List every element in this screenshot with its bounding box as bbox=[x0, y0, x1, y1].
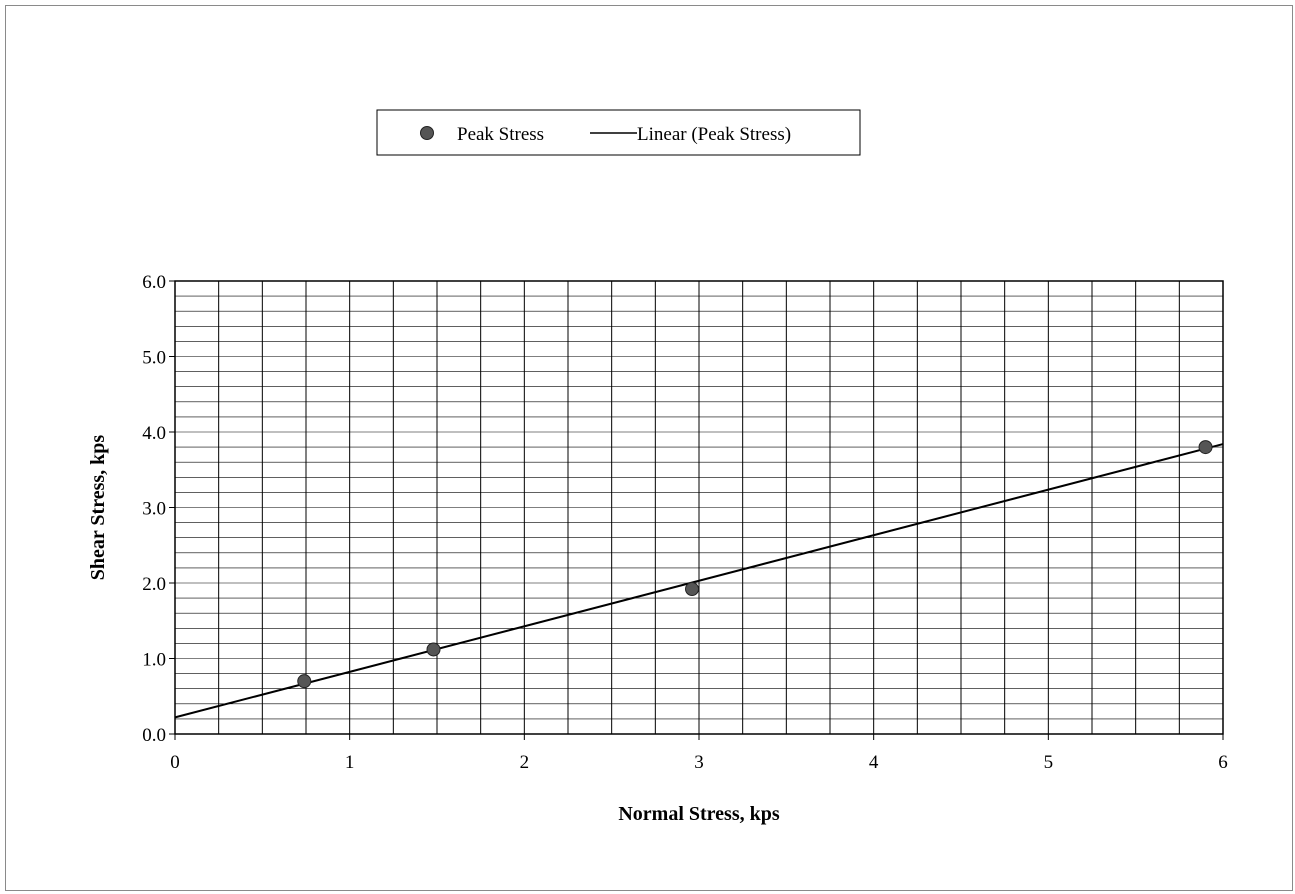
y-axis-title: Shear Stress, kps bbox=[87, 435, 109, 581]
y-tick-label: 3.0 bbox=[142, 499, 166, 520]
legend-label-linear: Linear (Peak Stress) bbox=[637, 124, 791, 145]
trendline-linear-peak-stress bbox=[174, 443, 1224, 719]
x-tick-label: 1 bbox=[345, 752, 355, 773]
y-tick-label: 4.0 bbox=[142, 423, 166, 444]
x-tick-label: 3 bbox=[694, 752, 704, 773]
axis-ticks bbox=[169, 280, 1224, 740]
series bbox=[174, 440, 1224, 719]
y-tick-label: 2.0 bbox=[142, 574, 166, 595]
data-point-peak-stress bbox=[426, 642, 441, 657]
x-tick-label: 6 bbox=[1218, 752, 1228, 773]
y-axis-tick-labels: 0.0 1.0 2.0 3.0 4.0 5.0 6.0 bbox=[142, 272, 166, 746]
x-tick-label: 4 bbox=[869, 752, 879, 773]
x-tick-label: 5 bbox=[1044, 752, 1054, 773]
legend-marker-peak-stress bbox=[420, 126, 434, 140]
x-tick-label: 0 bbox=[170, 752, 180, 773]
y-tick-label: 0.0 bbox=[142, 725, 166, 746]
legend: Peak Stress Linear (Peak Stress) bbox=[376, 109, 861, 156]
y-tick-label: 1.0 bbox=[142, 650, 166, 671]
legend-label-peak-stress: Peak Stress bbox=[457, 124, 544, 145]
chart-frame bbox=[5, 5, 1293, 891]
y-tick-label: 5.0 bbox=[142, 348, 166, 369]
grid bbox=[175, 281, 1223, 734]
data-point-peak-stress bbox=[297, 674, 312, 689]
y-tick-label: 6.0 bbox=[142, 272, 166, 293]
x-tick-label: 2 bbox=[520, 752, 530, 773]
data-point-peak-stress bbox=[685, 582, 700, 597]
data-point-peak-stress bbox=[1198, 440, 1213, 455]
x-axis-title: Normal Stress, kps bbox=[618, 803, 780, 825]
x-axis-tick-labels: 0 1 2 3 4 5 6 bbox=[170, 752, 1228, 773]
